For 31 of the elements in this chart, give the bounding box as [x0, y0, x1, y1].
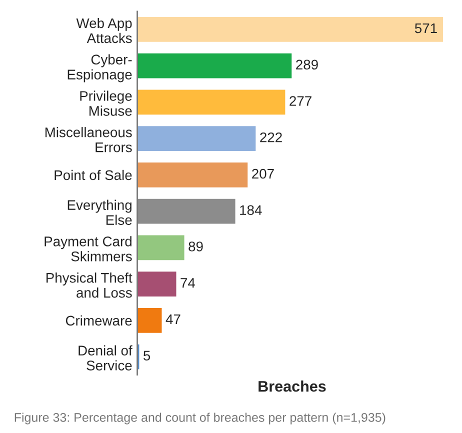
data-label: 277: [290, 96, 312, 106]
bar: [137, 88, 287, 116]
y-tick-label: Point of Sale: [54, 170, 132, 180]
bar: [137, 52, 294, 80]
y-tick-label: Crimeware: [66, 315, 132, 326]
data-label: 47: [166, 314, 180, 324]
caption: Figure 33: Percentage and count of breaches per pattern (n=1,935): [14, 412, 386, 424]
data-label: 222: [260, 132, 282, 142]
y-tick-label: Denial of Service: [78, 345, 132, 370]
y-tick-label: Privilege Misuse: [80, 90, 132, 116]
y-tick-label: Physical Theft and Loss: [46, 272, 132, 298]
bar: [137, 161, 250, 189]
data-label: 289: [296, 60, 318, 70]
data-label: 74: [180, 278, 196, 288]
y-tick-label: Payment Card Skimmers: [44, 236, 132, 262]
y-tick-label: Miscellaneous Errors: [45, 127, 132, 152]
data-label: 89: [188, 242, 203, 252]
y-tick-label: Web App Attacks: [76, 18, 132, 44]
x-axis-title: Breaches: [258, 380, 326, 392]
data-label: 5: [144, 350, 150, 361]
bar: [137, 234, 186, 262]
bar: [137, 124, 258, 152]
bar: [137, 270, 178, 298]
data-label: 207: [252, 168, 274, 179]
bar: [137, 16, 444, 44]
y-tick-label: Cyber- Espionage: [68, 54, 132, 82]
bar: [137, 198, 237, 226]
y-tick-label: Everything Else: [68, 200, 132, 225]
data-label: 571: [414, 23, 437, 34]
bar: [137, 306, 164, 334]
data-label: 184: [240, 205, 262, 216]
